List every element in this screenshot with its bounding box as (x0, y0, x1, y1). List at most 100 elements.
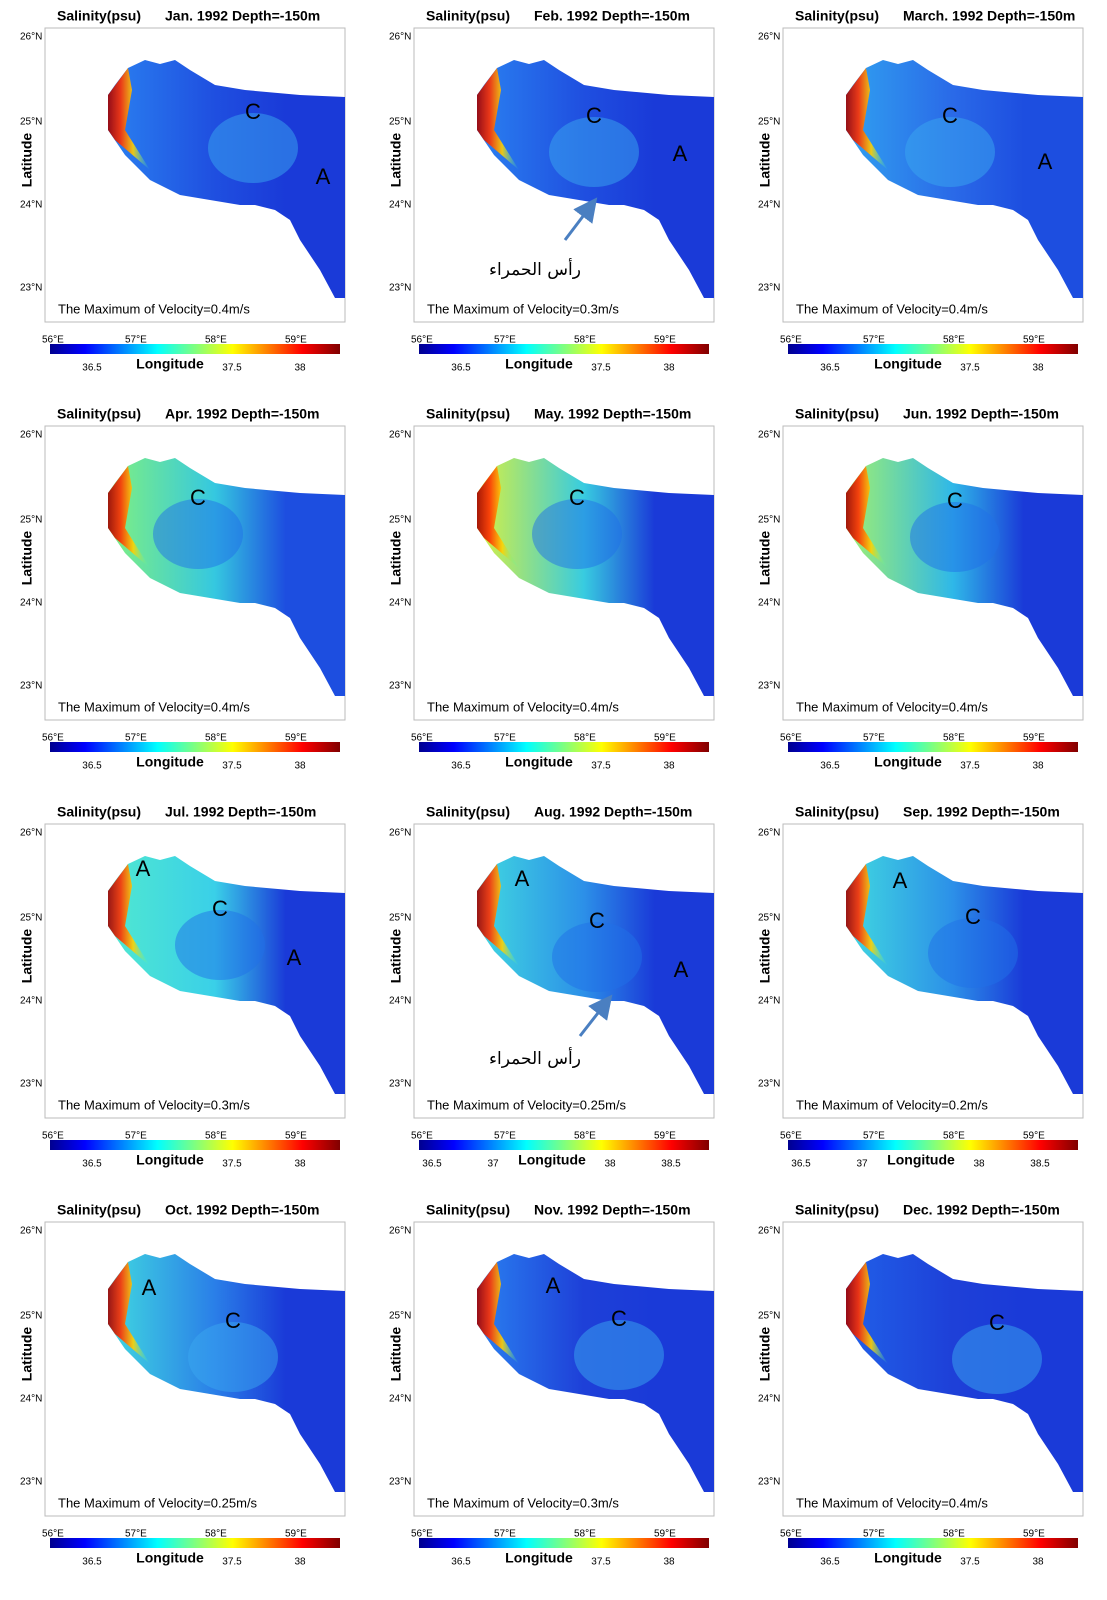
lon-tick-label: 59°E (1023, 335, 1045, 346)
y-axis-label: Latitude (388, 1327, 404, 1382)
colorbar-tick-label: 38.5 (1030, 1159, 1050, 1170)
colorbar (419, 1140, 709, 1150)
x-axis-label: Longitude (136, 754, 204, 770)
map-panel: Salinity(psu) Jun. 1992 Depth=-150m Latitu… (757, 406, 1084, 772)
panel-title: Salinity(psu) (426, 804, 510, 820)
colorbar-tick-label: 36.5 (820, 761, 840, 772)
lon-tick-label: 58°E (574, 1529, 596, 1540)
colorbar-tick-label: 37.5 (960, 761, 980, 772)
y-axis-label: Latitude (19, 133, 35, 188)
lon-tick-label: 56°E (780, 1131, 802, 1142)
lat-tick-label: 23°N (389, 283, 411, 294)
coastal-band (108, 466, 150, 568)
lat-tick-label: 24°N (758, 200, 780, 211)
coastal-band (477, 1262, 519, 1364)
lon-tick-label: 58°E (205, 1529, 227, 1540)
lat-tick-label: 25°N (389, 1311, 411, 1322)
colorbar-tick-label: 36.5 (82, 363, 102, 374)
lon-tick-label: 59°E (285, 335, 307, 346)
colorbar-tick-label: 37.5 (960, 363, 980, 374)
panel-date: Dec. 1992 Depth=-150m (903, 1202, 1060, 1218)
velocity-note: The Maximum of Velocity=0.4m/s (796, 301, 988, 316)
map-panel: Salinity(psu) May. 1992 Depth=-150m Latitu… (388, 406, 715, 772)
eddy (928, 918, 1018, 988)
colorbar-tick-label: 36.5 (82, 761, 102, 772)
lon-tick-label: 56°E (780, 733, 802, 744)
lon-tick-label: 58°E (574, 335, 596, 346)
panel-title: Salinity(psu) (795, 1202, 879, 1218)
lat-tick-label: 25°N (758, 515, 780, 526)
lat-tick-label: 24°N (389, 598, 411, 609)
lon-tick-label: 57°E (494, 1131, 516, 1142)
place-label: رأس الحمراء (489, 258, 581, 280)
lat-tick-label: 25°N (758, 117, 780, 128)
eddy-label: C (589, 908, 605, 933)
eddy-label: A (287, 945, 302, 970)
eddy-label: C (569, 485, 585, 510)
lat-tick-label: 23°N (20, 1477, 42, 1488)
colorbar-tick-label: 38 (604, 1159, 616, 1170)
sea-area (846, 458, 1083, 696)
eddy (952, 1324, 1042, 1394)
eddy-label: A (674, 957, 689, 982)
colorbar-tick-label: 36.5 (451, 363, 471, 374)
lat-tick-label: 26°N (758, 430, 780, 441)
y-axis-label: Latitude (757, 133, 773, 188)
lon-tick-label: 58°E (205, 733, 227, 744)
lon-tick-label: 58°E (574, 1131, 596, 1142)
y-axis-label: Latitude (757, 1327, 773, 1382)
colorbar (788, 1140, 1078, 1150)
panel-date: Nov. 1992 Depth=-150m (534, 1202, 691, 1218)
lon-tick-label: 58°E (943, 1529, 965, 1540)
eddy-label: C (965, 904, 981, 929)
lat-tick-label: 26°N (758, 1226, 780, 1237)
velocity-note: The Maximum of Velocity=0.4m/s (58, 699, 250, 714)
map-panel: Salinity(psu) Dec. 1992 Depth=-150m Latitu… (757, 1202, 1084, 1568)
lat-tick-label: 25°N (20, 913, 42, 924)
x-axis-label: Longitude (505, 1550, 573, 1566)
x-axis-label: Longitude (136, 1152, 204, 1168)
y-axis-label: Latitude (757, 531, 773, 586)
lat-tick-label: 25°N (20, 1311, 42, 1322)
velocity-note: The Maximum of Velocity=0.3m/s (427, 1495, 619, 1510)
x-axis-label: Longitude (505, 754, 573, 770)
lon-tick-label: 59°E (1023, 1131, 1045, 1142)
lat-tick-label: 24°N (389, 996, 411, 1007)
lat-tick-label: 24°N (20, 1394, 42, 1405)
map-panel: Salinity(psu) Oct. 1992 Depth=-150m Latitu… (19, 1202, 346, 1568)
colorbar-tick-label: 38 (294, 1159, 306, 1170)
colorbar-tick-label: 36.5 (820, 363, 840, 374)
lon-tick-label: 59°E (654, 1131, 676, 1142)
eddy (552, 922, 642, 992)
lon-tick-label: 58°E (574, 733, 596, 744)
y-axis-label: Latitude (19, 1327, 35, 1382)
x-axis-label: Longitude (874, 356, 942, 372)
colorbar (50, 344, 340, 354)
lon-tick-label: 58°E (943, 335, 965, 346)
map-panel: Salinity(psu) Nov. 1992 Depth=-150m Latitu… (388, 1202, 715, 1568)
lat-tick-label: 23°N (20, 1079, 42, 1090)
lon-tick-label: 59°E (654, 733, 676, 744)
eddy (574, 1320, 664, 1390)
velocity-note: The Maximum of Velocity=0.3m/s (58, 1097, 250, 1112)
panel-date: Sep. 1992 Depth=-150m (903, 804, 1060, 820)
lon-tick-label: 57°E (863, 1131, 885, 1142)
panel-title: Salinity(psu) (57, 8, 141, 24)
x-axis-label: Longitude (136, 1550, 204, 1566)
coastal-band (846, 1262, 888, 1364)
panel-date: Jun. 1992 Depth=-150m (903, 406, 1059, 422)
colorbar-tick-label: 38 (663, 761, 675, 772)
panel-title: Salinity(psu) (57, 804, 141, 820)
lon-tick-label: 57°E (125, 335, 147, 346)
eddy (905, 117, 995, 187)
map-panel: Salinity(psu) Sep. 1992 Depth=-150m Latitu… (757, 804, 1084, 1170)
lon-tick-label: 57°E (863, 1529, 885, 1540)
panel-date: May. 1992 Depth=-150m (534, 406, 691, 422)
lon-tick-label: 58°E (205, 1131, 227, 1142)
lat-tick-label: 23°N (758, 1477, 780, 1488)
colorbar-tick-label: 37.5 (222, 761, 242, 772)
panel-date: March. 1992 Depth=-150m (903, 8, 1075, 24)
lat-tick-label: 23°N (758, 283, 780, 294)
lat-tick-label: 25°N (758, 1311, 780, 1322)
lat-tick-label: 24°N (389, 1394, 411, 1405)
